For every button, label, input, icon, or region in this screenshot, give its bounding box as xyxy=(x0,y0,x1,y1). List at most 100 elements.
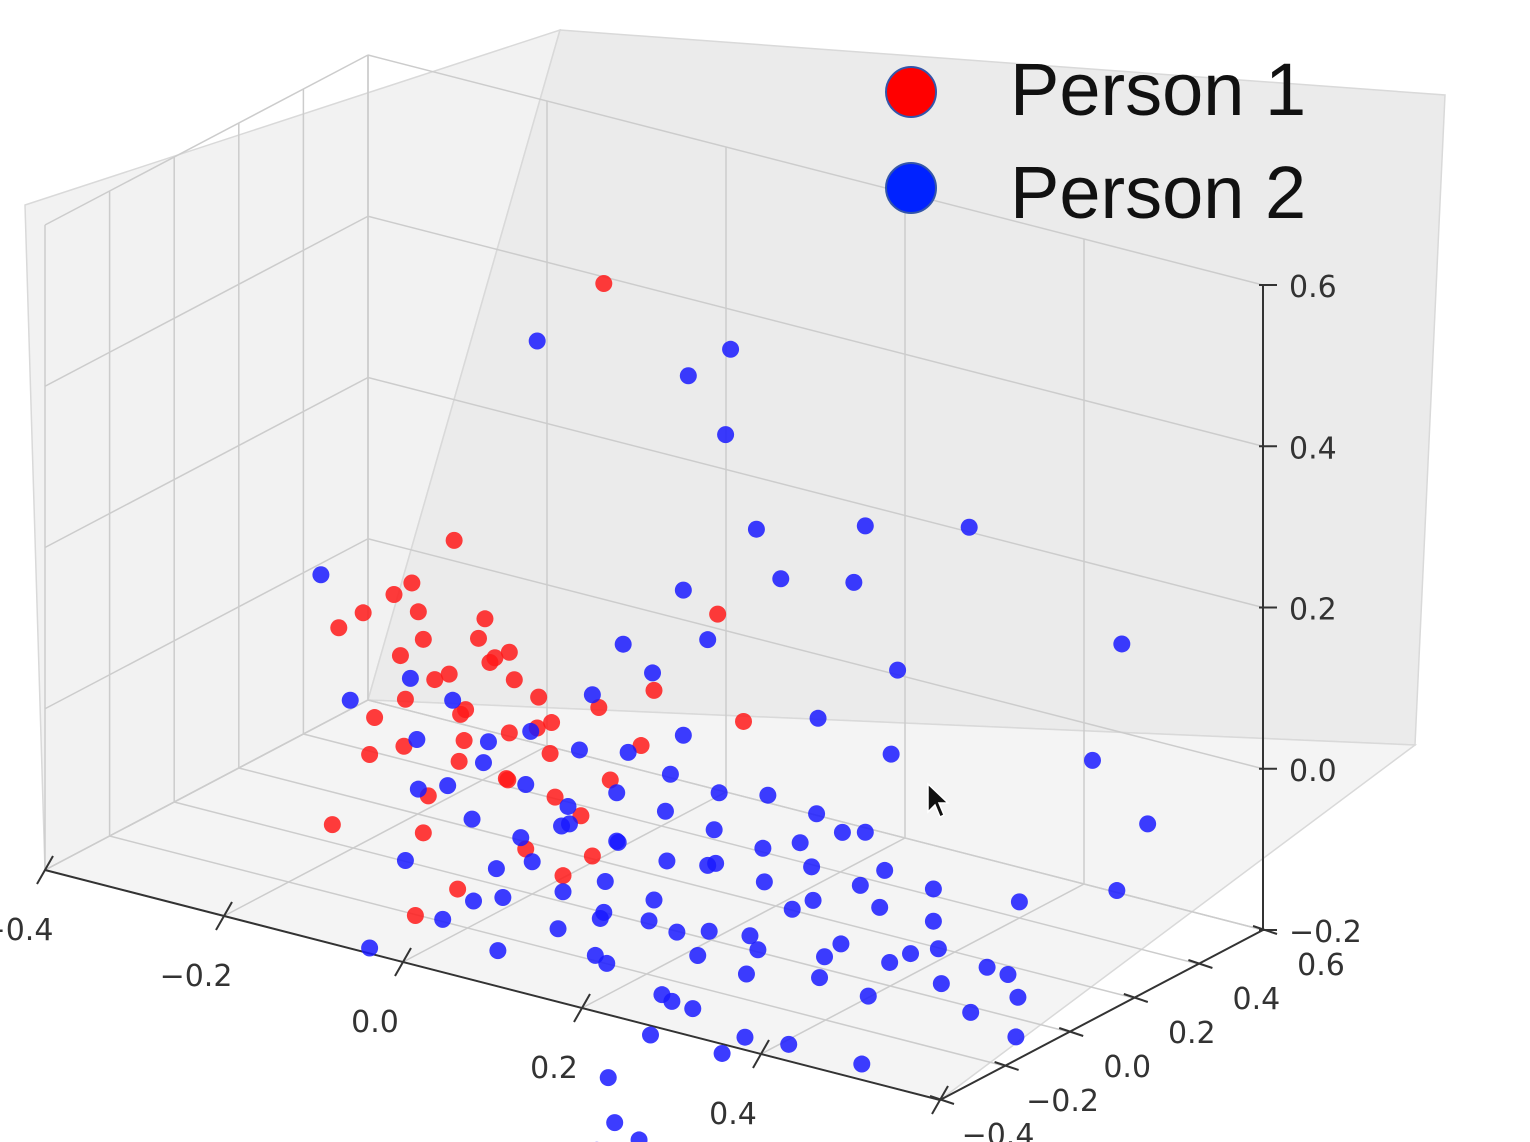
data-point-person-2 xyxy=(554,883,572,901)
x-tick-mark xyxy=(215,901,233,931)
data-point-person-1 xyxy=(406,907,424,925)
data-point-person-2 xyxy=(700,922,718,940)
x-axis-line xyxy=(44,869,941,1101)
data-point-person-2 xyxy=(809,709,827,727)
data-point-person-2 xyxy=(722,340,740,358)
data-point-person-2 xyxy=(608,832,626,850)
data-point-person-2 xyxy=(741,927,759,945)
data-point-person-2 xyxy=(517,776,535,794)
grid-line-z-back xyxy=(367,376,1264,609)
y-tick-mark xyxy=(1123,993,1149,1003)
data-point-person-2 xyxy=(689,947,707,964)
data-point-person-2 xyxy=(929,940,947,958)
grid-line-x-floor xyxy=(760,883,1085,1055)
data-point-person-2 xyxy=(606,1114,624,1132)
data-point-person-2 xyxy=(804,891,822,909)
data-point-person-2 xyxy=(924,912,942,930)
data-point-person-2 xyxy=(902,945,920,963)
data-point-person-2 xyxy=(699,856,717,874)
data-point-person-2 xyxy=(737,965,755,983)
data-point-person-2 xyxy=(859,987,877,1005)
data-point-person-1 xyxy=(543,714,561,732)
data-point-person-1 xyxy=(455,732,473,750)
data-point-person-2 xyxy=(549,920,567,938)
data-point-person-2 xyxy=(889,661,907,679)
data-point-person-1 xyxy=(500,724,518,742)
data-point-person-2 xyxy=(833,823,851,841)
z-tick-label: −0.2 xyxy=(1289,915,1362,950)
data-point-person-2 xyxy=(465,892,483,910)
data-point-person-2 xyxy=(772,570,790,588)
grid-line-z-back xyxy=(367,54,1264,286)
grid-line-y-floor xyxy=(174,801,1070,1033)
data-point-person-2 xyxy=(705,821,723,839)
data-point-person-2 xyxy=(408,730,426,748)
data-point-person-1 xyxy=(440,665,458,683)
x-tick-label: −0.2 xyxy=(160,959,233,994)
grid-line-z-left xyxy=(44,699,369,871)
grid-line-z-left xyxy=(44,376,369,549)
data-point-person-1 xyxy=(709,605,727,623)
data-point-person-2 xyxy=(736,1028,754,1046)
data-point-person-1 xyxy=(403,574,421,592)
data-point-person-2 xyxy=(559,797,577,815)
legend-label-person-1: Person 1 xyxy=(1010,48,1306,131)
data-point-person-1 xyxy=(414,630,432,648)
data-point-person-2 xyxy=(658,852,676,870)
data-point-person-2 xyxy=(924,880,942,898)
data-point-person-2 xyxy=(960,518,978,536)
x-tick-label: 0.2 xyxy=(530,1051,578,1086)
data-point-person-1 xyxy=(449,880,467,898)
x-tick-mark xyxy=(394,947,412,977)
data-point-person-2 xyxy=(474,754,492,772)
y-tick-label: 0.2 xyxy=(1168,1016,1216,1051)
data-point-person-1 xyxy=(499,771,517,789)
y-tick-label: 0.6 xyxy=(1297,948,1345,983)
data-point-person-2 xyxy=(803,858,821,876)
y-tick-mark xyxy=(929,1095,955,1105)
data-point-person-1 xyxy=(323,816,341,834)
data-point-person-2 xyxy=(1083,751,1101,769)
data-point-person-2 xyxy=(811,969,829,987)
data-point-person-1 xyxy=(476,610,494,628)
legend-marker-person-2 xyxy=(885,162,937,214)
data-point-person-2 xyxy=(668,923,686,941)
data-point-person-2 xyxy=(710,784,728,802)
data-point-person-2 xyxy=(523,853,541,871)
data-point-person-2 xyxy=(591,909,609,927)
mouse-cursor-icon xyxy=(927,782,950,819)
data-point-person-1 xyxy=(645,681,663,699)
data-point-person-2 xyxy=(882,745,900,763)
data-point-person-1 xyxy=(554,867,572,885)
data-point-person-2 xyxy=(444,691,462,709)
data-point-person-1 xyxy=(450,752,468,770)
data-point-person-1 xyxy=(632,737,650,755)
grid-line-y-floor xyxy=(303,733,1199,965)
grid-line-y-floor xyxy=(109,835,1005,1067)
data-point-person-2 xyxy=(434,910,452,928)
data-point-person-1 xyxy=(735,712,752,730)
data-point-person-2 xyxy=(630,1131,648,1142)
x-tick-mark xyxy=(573,993,591,1023)
data-point-person-2 xyxy=(463,810,481,828)
z-tick-label: 0.6 xyxy=(1289,270,1337,305)
data-point-person-2 xyxy=(439,777,457,795)
back-pane xyxy=(367,29,1446,746)
data-point-person-2 xyxy=(596,872,614,890)
data-point-person-2 xyxy=(791,834,809,852)
data-point-person-2 xyxy=(644,664,662,682)
data-point-person-2 xyxy=(489,942,507,960)
data-point-person-2 xyxy=(409,780,427,798)
data-point-person-2 xyxy=(645,891,663,909)
data-point-person-2 xyxy=(642,1026,659,1044)
grid-line-z-left xyxy=(44,538,369,710)
z-tick-label: 0.0 xyxy=(1289,754,1337,789)
data-point-person-1 xyxy=(361,746,379,764)
data-point-person-1 xyxy=(470,629,487,647)
data-point-person-2 xyxy=(853,1055,871,1073)
data-point-person-2 xyxy=(361,939,379,957)
data-point-person-2 xyxy=(856,517,874,535)
data-point-person-2 xyxy=(1108,882,1126,900)
data-point-person-2 xyxy=(755,873,773,891)
